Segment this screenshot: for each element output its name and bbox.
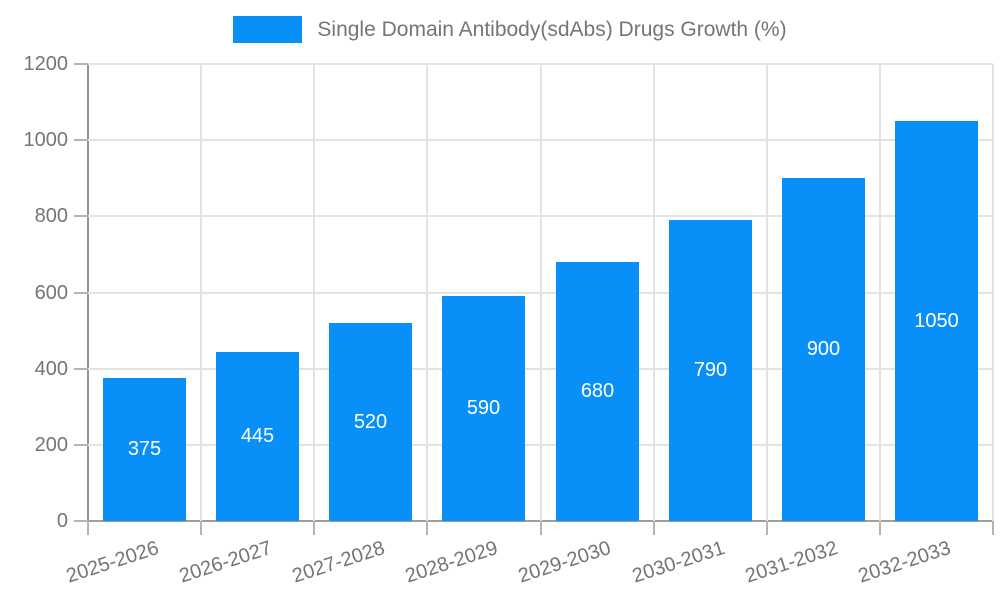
v-gridline — [200, 64, 203, 521]
bar-value-label: 900 — [806, 338, 841, 360]
y-tick-mark — [74, 63, 88, 65]
bar-2025-2026: 375 — [103, 378, 186, 521]
bar-value-label: 590 — [466, 397, 501, 419]
y-tick-label: 1200 — [23, 53, 69, 75]
x-tick-label: 2031-2032 — [742, 537, 841, 588]
bar-value-label: 680 — [580, 380, 615, 402]
y-tick-mark — [74, 367, 88, 370]
v-gridline — [652, 64, 655, 521]
bar-value-label: 375 — [127, 438, 162, 460]
bar-2026-2027: 445 — [216, 352, 299, 521]
y-tick-mark — [74, 215, 88, 218]
bar-value-label: 1050 — [914, 309, 959, 332]
x-tick-label: 2025-2026 — [63, 537, 162, 588]
bar-value-label: 445 — [240, 425, 275, 447]
bar-2028-2029: 590 — [442, 296, 525, 521]
bar-value-label: 790 — [693, 359, 728, 381]
y-tick-label: 200 — [34, 433, 68, 456]
y-tick-mark — [74, 139, 88, 142]
x-tick-mark — [539, 521, 542, 535]
x-tick-label: 2030-2031 — [629, 537, 727, 588]
v-gridline — [539, 64, 542, 521]
v-gridline — [426, 64, 429, 521]
x-tick-mark — [426, 521, 429, 535]
plot-area: 375 445 520 590 680 790 900 1050 — [88, 63, 994, 521]
x-tick-label: 2027-2028 — [289, 537, 388, 588]
x-tick-mark — [765, 521, 768, 535]
x-tick-mark — [87, 521, 89, 535]
bar-2032-2033: 1050 — [895, 121, 978, 521]
chart-legend: Single Domain Antibody(sdAbs) Drugs Grow… — [10, 16, 1000, 43]
bar-2031-2032: 900 — [782, 178, 865, 521]
x-tick-label: 2032-2033 — [855, 537, 954, 588]
y-tick-label: 800 — [34, 205, 68, 228]
bar-value-label: 520 — [353, 410, 388, 433]
x-tick-label: 2029-2030 — [516, 537, 614, 588]
legend-series-label: Single Domain Antibody(sdAbs) Drugs Grow… — [317, 17, 787, 41]
v-gridline — [765, 64, 768, 521]
y-tick-label: 1000 — [23, 129, 69, 152]
x-tick-mark — [878, 521, 881, 535]
x-tick-label: 2026-2027 — [176, 537, 275, 588]
y-tick-label: 0 — [56, 510, 68, 532]
v-gridline — [992, 64, 994, 521]
bar-2030-2031: 790 — [669, 220, 752, 521]
bar-2029-2030: 680 — [556, 262, 639, 521]
y-tick-label: 400 — [34, 357, 68, 380]
y-tick-mark — [74, 520, 88, 522]
v-gridline — [878, 64, 881, 521]
x-tick-mark — [992, 521, 994, 535]
y-tick-mark — [74, 443, 88, 446]
x-tick-mark — [200, 521, 203, 535]
v-gridline — [313, 64, 316, 521]
x-tick-mark — [652, 521, 655, 535]
bar-2027-2028: 520 — [329, 323, 412, 521]
x-tick-mark — [313, 521, 316, 535]
legend-swatch-icon — [233, 16, 303, 43]
y-tick-mark — [74, 291, 88, 294]
y-tick-label: 600 — [34, 281, 68, 304]
x-tick-label: 2028-2029 — [402, 537, 501, 588]
